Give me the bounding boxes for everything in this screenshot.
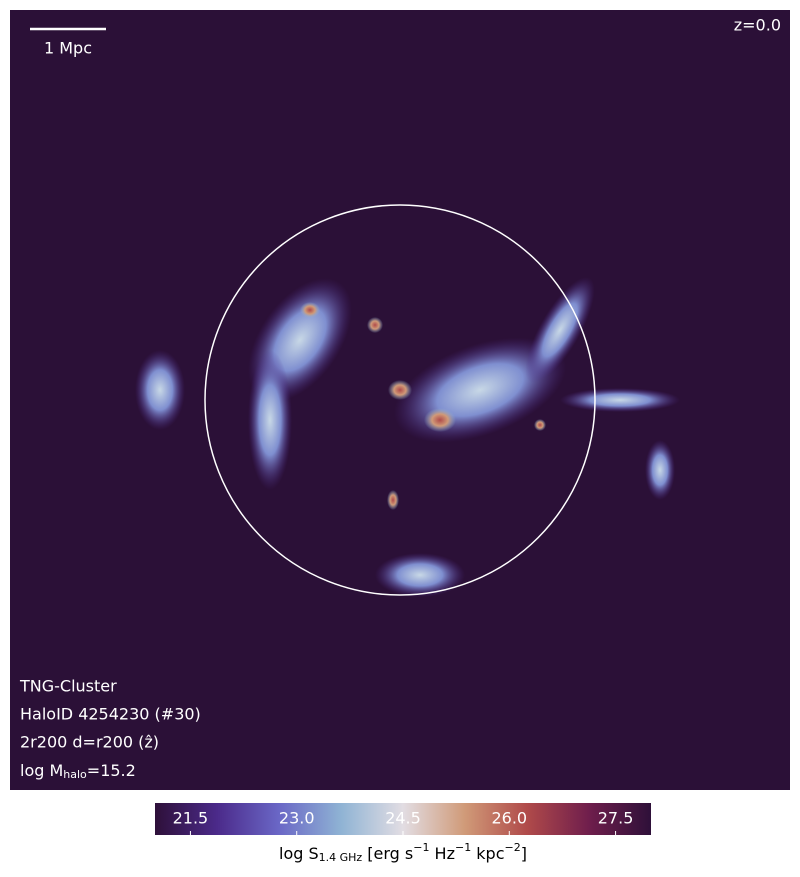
- emission-structures: [135, 277, 680, 597]
- colorbar-label: log S1.4 GHz [erg s−1 Hz−1 kpc−2]: [279, 841, 527, 864]
- projection-label: 2r200 d=r200 (ẑ): [20, 733, 159, 752]
- colorbar-tick-label: 26.0: [491, 809, 527, 828]
- subscript: halo: [63, 768, 87, 781]
- label-part: log S: [279, 844, 319, 863]
- redshift-label: z=0.0: [734, 16, 781, 35]
- label-part: −2: [505, 841, 521, 854]
- colorbar-tick-label: 21.5: [173, 809, 209, 828]
- label-part: −1: [455, 841, 471, 854]
- colorbar-tick-label: 27.5: [598, 809, 634, 828]
- label-part: 1.4 GHz: [319, 851, 363, 864]
- label-part: kpc: [471, 844, 504, 863]
- text-part: =15.2: [87, 761, 136, 780]
- label-part: −1: [413, 841, 429, 854]
- text-part: log M: [20, 761, 63, 780]
- label-part: ]: [521, 844, 527, 863]
- label-part: [erg s: [362, 844, 413, 863]
- halo-id-label: HaloID 4254230 (#30): [20, 705, 201, 724]
- scale-bar-label: 1 Mpc: [44, 39, 92, 58]
- r200-circle: [204, 204, 596, 596]
- simulation-label: TNG-Cluster: [19, 677, 117, 696]
- halo-mass-label: log Mhalo=15.2: [20, 761, 136, 782]
- colorbar: [155, 803, 651, 835]
- colorbar-tick-label: 24.5: [385, 809, 421, 828]
- colorbar-tick-label: 23.0: [279, 809, 315, 828]
- label-part: Hz: [429, 844, 455, 863]
